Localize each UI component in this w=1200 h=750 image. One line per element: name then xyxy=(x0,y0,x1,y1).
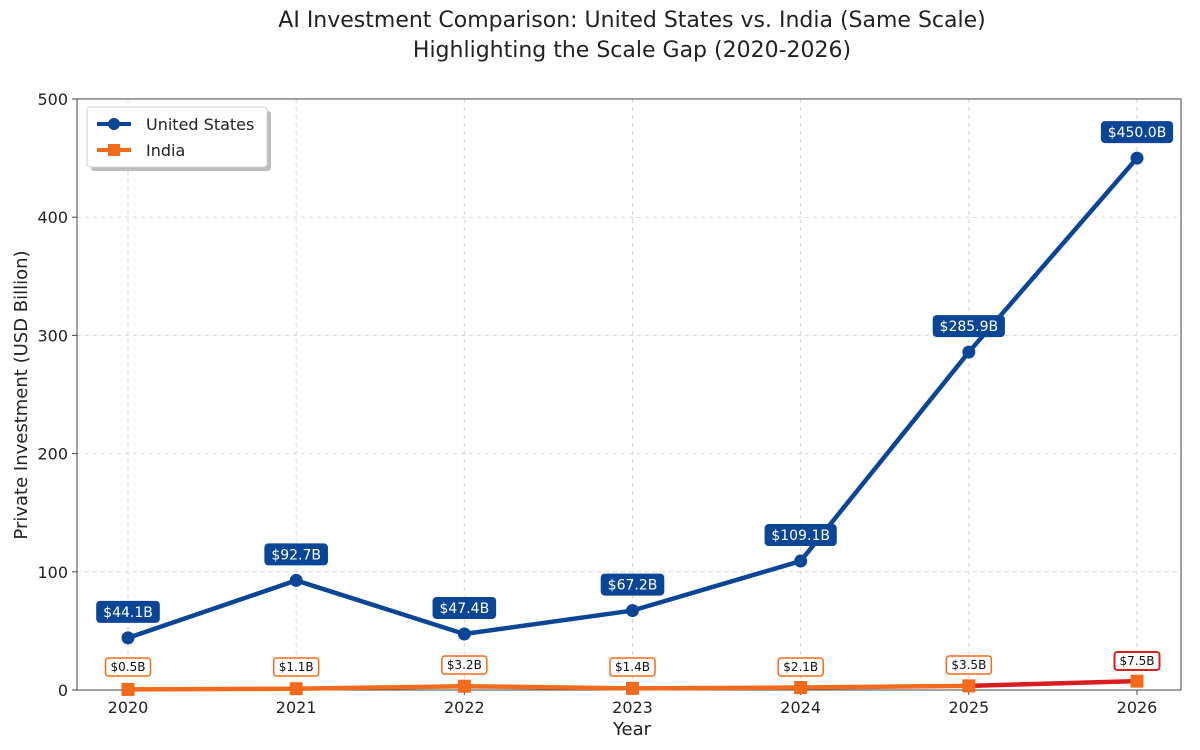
legend-us-marker xyxy=(108,118,120,130)
india-highlight-segment xyxy=(968,678,1138,689)
india-data-label-box xyxy=(272,657,320,677)
us-data-label: $92.7B xyxy=(271,547,321,563)
india-data-label-box xyxy=(441,655,488,675)
x-tick-label: 2025 xyxy=(948,698,989,717)
legend-us-label: United States xyxy=(146,115,254,134)
grid xyxy=(77,98,1181,691)
us-point xyxy=(962,345,976,359)
x-tick-label: 2023 xyxy=(612,698,653,717)
y-tick-label: 200 xyxy=(37,445,68,464)
x-tick-label: 2022 xyxy=(444,698,485,717)
us-data-label-box xyxy=(264,543,328,566)
india-point xyxy=(626,681,639,695)
india-data-label-box xyxy=(609,657,656,677)
us-data-label-box xyxy=(600,573,665,596)
india-point xyxy=(962,679,976,693)
y-tick-label: 300 xyxy=(37,326,68,345)
india-point xyxy=(457,679,471,693)
y-tick-label: 500 xyxy=(37,90,68,109)
us-data-label-box xyxy=(96,600,160,623)
india-data-label-box xyxy=(104,657,152,677)
data-label-layer: $44.1B $92.7B $47.4B $67.2B $109.1B $285.9B $4… xyxy=(96,121,1174,677)
y-tick-label: 100 xyxy=(37,563,68,582)
us-data-label-box xyxy=(432,596,497,619)
chart-title-line1: AI Investment Comparison: United States … xyxy=(278,8,985,33)
us-point xyxy=(794,554,808,568)
india-data-label-box xyxy=(1113,651,1161,671)
india-series-line xyxy=(127,683,969,692)
us-data-label: $450.0B xyxy=(1108,125,1167,141)
x-tick-label: 2024 xyxy=(780,698,821,717)
x-axis-label: Year xyxy=(612,719,652,740)
us-data-label: $47.4B xyxy=(439,601,489,617)
legend-box xyxy=(86,106,268,168)
us-data-label: $109.1B xyxy=(771,528,830,544)
us-data-label-box xyxy=(1100,121,1174,144)
india-data-label-box xyxy=(945,655,993,675)
india-data-label: $7.5B xyxy=(1120,654,1155,668)
y-tick-label: 0 xyxy=(58,681,68,700)
india-data-label: $1.1B xyxy=(279,660,314,674)
us-data-label: $44.1B xyxy=(103,605,153,621)
y-tick-label: 400 xyxy=(37,208,68,227)
us-point xyxy=(1130,151,1144,165)
legend: United States India xyxy=(86,106,271,171)
y-axis-ticks: 0 100 200 300 400 500 xyxy=(37,90,77,700)
us-point xyxy=(457,627,471,641)
legend-india-label: India xyxy=(146,141,185,160)
x-tick-label: 2026 xyxy=(1117,698,1158,717)
x-tick-label: 2021 xyxy=(276,698,317,717)
india-data-label-box xyxy=(777,657,824,677)
india-point xyxy=(794,681,808,695)
india-data-label: $3.2B xyxy=(447,658,482,672)
y-axis-label: Private Investment (USD Billion) xyxy=(11,250,32,539)
series-layer xyxy=(121,151,1144,696)
legend-india-marker xyxy=(108,144,120,156)
india-point xyxy=(289,682,303,696)
us-data-label: $67.2B xyxy=(608,578,658,594)
us-point xyxy=(121,631,135,645)
us-data-label-box xyxy=(932,315,1005,338)
india-point xyxy=(1130,674,1144,688)
us-point xyxy=(626,604,639,618)
india-data-label: $2.1B xyxy=(783,660,818,674)
plot-frame xyxy=(76,98,1182,691)
india-data-label: $0.5B xyxy=(111,660,146,674)
india-point xyxy=(121,682,135,696)
us-data-label: $285.9B xyxy=(940,319,999,335)
chart-title-line2: Highlighting the Scale Gap (2020-2026) xyxy=(413,38,851,63)
india-data-label: $1.4B xyxy=(615,660,650,674)
x-tick-label: 2020 xyxy=(108,698,149,717)
us-data-label-box xyxy=(764,524,837,547)
us-point xyxy=(289,573,303,587)
india-data-label: $3.5B xyxy=(951,658,986,672)
